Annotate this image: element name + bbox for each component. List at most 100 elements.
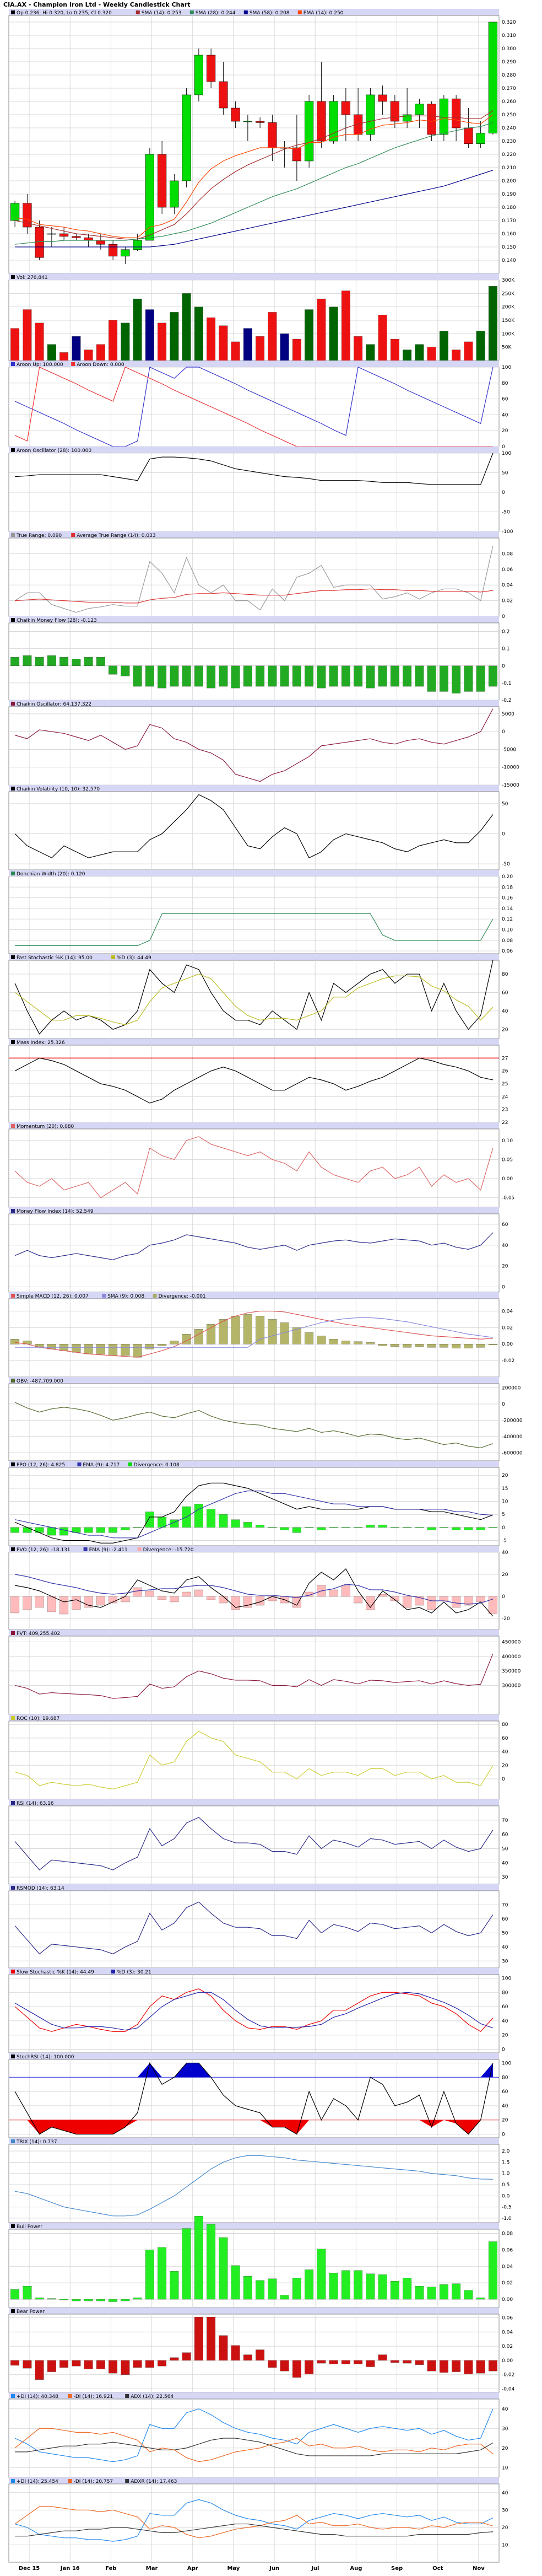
panel-header [9,1292,499,1299]
bar [488,1344,497,1345]
bar [59,1527,69,1536]
bar [488,2241,497,2300]
bar [305,2360,314,2374]
y-tick-label: 0.08 [502,2231,513,2236]
bar [72,659,81,666]
bar [231,2265,240,2300]
bar [59,2299,69,2300]
panel-header [9,1122,499,1129]
plot-frame [8,15,500,274]
bar [72,1344,81,1353]
panel-header [9,1884,499,1891]
bar [488,2360,497,2371]
legend-entry: True Range: 0.090 [16,533,62,539]
series-line [14,2408,494,2462]
y-tick-label: 5 [502,1512,505,1518]
legend-entry: SMA (58): 0.208 [250,10,290,16]
legend-swatch [11,1631,15,1635]
bar [268,665,277,687]
bar [170,2357,179,2361]
bar [329,1589,338,1597]
legend-swatch [11,362,15,366]
bar [133,298,142,361]
x-tick-label: Feb [105,2566,116,2572]
bar [23,655,32,666]
legend-swatch [83,1547,88,1551]
y-tick-label: 30 [502,1959,508,1964]
candle-body [158,154,167,208]
bar [10,328,20,361]
x-tick-label: Nov [473,2566,485,2572]
bar [243,328,252,361]
legend-swatch [11,2139,15,2143]
bar [256,1596,265,1606]
panel-slow-stoch: 0 20 40 60 80 100 Slow Stochastic %K (14): 44.… [8,1968,511,2053]
y-tick-label: 0.290 [502,60,516,65]
y-tick-label: 20 [502,1027,508,1032]
panel-price: 0.140 0.150 0.160 0.170 0.180 0.190 0.200 0.210… [8,9,516,274]
bar [96,344,105,361]
bar [23,2360,32,2369]
bar [158,322,167,361]
y-tick-label: 0 [502,1285,505,1290]
legend-entry: Average True Range (14): 0.033 [77,533,155,539]
y-tick-label: -0.1 [502,681,512,686]
y-tick-label: -10000 [502,765,519,771]
y-tick-label: 100 [502,1976,511,1981]
series-line [14,1992,494,2031]
y-tick-label: 0.2 [502,630,510,635]
y-tick-label: -400000 [502,1434,523,1440]
bar [341,2270,350,2300]
bar [109,665,118,675]
panel-aroon-osc: -100 -50 0 50 100 Aroon Oscillator (28): 100.… [8,447,513,535]
candle-body [256,121,265,123]
y-tick-label: 0.210 [502,165,516,171]
legend-swatch [11,1294,15,1298]
bar [280,2295,289,2300]
y-tick-label: 10 [502,2465,508,2471]
bar [415,344,424,361]
bar [256,2280,265,2300]
plot-frame [8,2229,500,2308]
legend-entry: Vol: 276,841 [17,275,48,281]
y-tick-label: 100 [502,365,511,370]
legend-swatch [11,2309,15,2313]
bar [182,665,191,687]
panel-header [9,700,499,707]
bar [10,1339,20,1345]
y-tick-label: 0.190 [502,192,516,197]
bar [59,1596,69,1615]
bar [121,1344,130,1356]
y-tick-label: 200000 [502,1385,521,1391]
bar [464,2290,473,2300]
candle-body [476,133,485,144]
panel-chaikin-vol: -50 0 50 Chaikin Volatility (10, 10): 32.57… [8,785,510,870]
series-line [15,1568,494,1617]
bar [366,665,375,689]
bar [488,665,497,687]
y-tick-label: 80 [502,1990,508,1996]
plot-frame [8,876,500,954]
bar [35,2360,44,2380]
bar [452,1596,461,1608]
panel-pvo: -20 0 20 40 PVO (12, 26): -18.131 EMA (9): -2… [8,1546,510,1630]
y-tick-label: 70 [502,1902,508,1908]
bar [145,2250,154,2300]
y-tick-label: 22 [502,1120,508,1126]
bar [452,2360,461,2372]
bar [341,2360,350,2364]
y-tick-label: 50 [502,1930,508,1936]
bar [207,1324,216,1345]
legend-entry: Aroon Down: 0.000 [77,362,124,368]
bar [268,312,277,361]
bar [84,2299,93,2301]
legend-entry: Simple MACD (12, 26): 0.007 [17,1294,89,1299]
bar [207,665,216,689]
panel-roc: 0 20 40 60 80 ROC (10): 19.687 [8,1714,508,1800]
bar [256,1316,265,1345]
legend-entry: %D (3): 44.49 [117,955,151,961]
bar [268,2360,277,2368]
y-tick-label: 0.1 [502,647,510,652]
chart-title: CIA.AX - Champion Iron Ltd - Weekly Cand… [3,1,191,8]
y-tick-label: -15000 [502,783,519,788]
